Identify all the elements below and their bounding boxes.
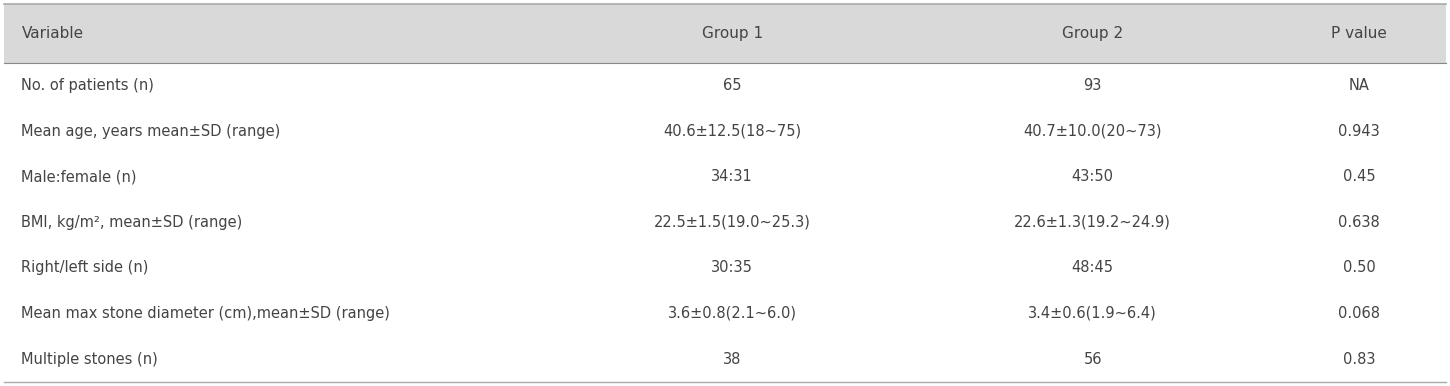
Text: 0.50: 0.50: [1343, 261, 1376, 275]
Text: 30:35: 30:35: [712, 261, 753, 275]
Text: 0.943: 0.943: [1338, 124, 1380, 139]
Text: Group 2: Group 2: [1061, 26, 1124, 41]
Text: Right/left side (n): Right/left side (n): [22, 261, 149, 275]
Text: 0.83: 0.83: [1343, 352, 1376, 367]
Text: 40.6±12.5(18~75): 40.6±12.5(18~75): [663, 124, 802, 139]
Text: No. of patients (n): No. of patients (n): [22, 78, 154, 93]
Text: 38: 38: [724, 352, 741, 367]
Text: 40.7±10.0(20~73): 40.7±10.0(20~73): [1024, 124, 1161, 139]
Text: 3.4±0.6(1.9~6.4): 3.4±0.6(1.9~6.4): [1028, 306, 1157, 321]
Text: Multiple stones (n): Multiple stones (n): [22, 352, 158, 367]
Text: Mean age, years mean±SD (range): Mean age, years mean±SD (range): [22, 124, 281, 139]
Text: 48:45: 48:45: [1072, 261, 1114, 275]
Text: 56: 56: [1083, 352, 1102, 367]
Text: 0.45: 0.45: [1343, 169, 1376, 184]
Text: 0.638: 0.638: [1338, 215, 1380, 230]
Text: 43:50: 43:50: [1072, 169, 1114, 184]
Text: 22.5±1.5(19.0~25.3): 22.5±1.5(19.0~25.3): [654, 215, 811, 230]
Text: NA: NA: [1348, 78, 1370, 93]
Text: 93: 93: [1083, 78, 1102, 93]
Text: 65: 65: [724, 78, 741, 93]
Text: BMI, kg/m², mean±SD (range): BMI, kg/m², mean±SD (range): [22, 215, 242, 230]
Text: Group 1: Group 1: [702, 26, 763, 41]
Text: 0.068: 0.068: [1338, 306, 1380, 321]
Text: P value: P value: [1331, 26, 1388, 41]
Text: 34:31: 34:31: [712, 169, 753, 184]
Bar: [4, 4, 1446, 63]
Text: Mean max stone diameter (cm),mean±SD (range): Mean max stone diameter (cm),mean±SD (ra…: [22, 306, 390, 321]
Text: Male:female (n): Male:female (n): [22, 169, 136, 184]
Text: Variable: Variable: [22, 26, 84, 41]
Text: 22.6±1.3(19.2~24.9): 22.6±1.3(19.2~24.9): [1014, 215, 1172, 230]
Text: 3.6±0.8(2.1~6.0): 3.6±0.8(2.1~6.0): [667, 306, 796, 321]
